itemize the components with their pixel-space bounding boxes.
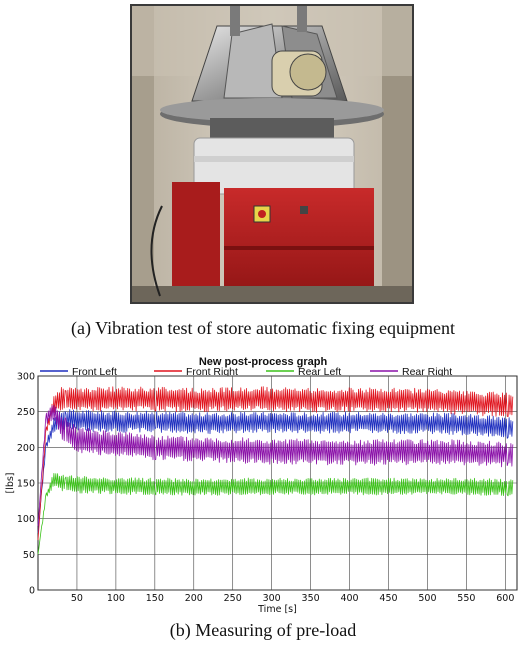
chart-title: New post-process graph bbox=[199, 356, 328, 368]
y-tick-label: 200 bbox=[17, 443, 35, 454]
x-tick-label: 450 bbox=[379, 593, 397, 604]
x-tick-label: 50 bbox=[71, 593, 83, 604]
x-tick-label: 400 bbox=[340, 593, 358, 604]
y-tick-label: 150 bbox=[17, 479, 35, 490]
x-tick-label: 350 bbox=[302, 593, 320, 604]
test-rig-illustration bbox=[132, 6, 412, 302]
preload-chart: New post-process graph Front Left Front R… bbox=[4, 354, 522, 616]
x-tick-label: 150 bbox=[146, 593, 164, 604]
x-tick-label: 300 bbox=[263, 593, 281, 604]
x-tick-label: 500 bbox=[418, 593, 436, 604]
legend-label: Rear Left bbox=[298, 366, 341, 378]
chart-legend: Front Left Front Right Rear Left Rear Right bbox=[40, 366, 452, 378]
series-line bbox=[37, 473, 514, 555]
x-tick-label: 250 bbox=[224, 593, 242, 604]
series-line bbox=[37, 386, 514, 541]
series-line bbox=[37, 405, 514, 526]
y-tick-label: 0 bbox=[29, 586, 35, 597]
legend-label: Front Left bbox=[72, 366, 117, 378]
x-tick-label: 100 bbox=[107, 593, 125, 604]
vibration-test-photo bbox=[130, 4, 414, 304]
y-tick-label: 50 bbox=[23, 550, 35, 561]
y-tick-label: 250 bbox=[17, 407, 35, 418]
figure-caption-b: (b) Measuring of pre-load bbox=[169, 620, 357, 640]
x-tick-label: 550 bbox=[457, 593, 475, 604]
x-tick-label: 200 bbox=[185, 593, 203, 604]
y-tick-label: 100 bbox=[17, 514, 35, 525]
chart-series bbox=[37, 386, 514, 555]
chart-canvas: New post-process graph Front Left Front R… bbox=[5, 356, 518, 615]
figure-caption-a: (a) Vibration test of store automatic fi… bbox=[71, 318, 455, 338]
y-tick-label: 300 bbox=[17, 372, 35, 383]
series-line bbox=[37, 409, 514, 533]
legend-label: Front Right bbox=[186, 366, 238, 378]
legend-label: Rear Right bbox=[402, 366, 452, 378]
x-axis-label: Time [s] bbox=[257, 604, 297, 615]
y-axis-label: [lbs] bbox=[5, 472, 16, 493]
chart-ticks: 50 100 150 200 250 300 350 400 450 500 550 600 0 50 10… bbox=[17, 372, 515, 605]
x-tick-label: 600 bbox=[496, 593, 514, 604]
